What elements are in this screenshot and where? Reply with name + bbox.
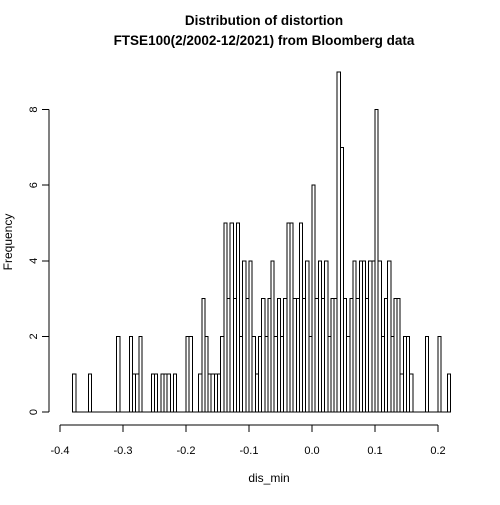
bars-group [72, 71, 452, 413]
x-axis: -0.4 -0.3 -0.2 -0.1 0.0 0.1 0.2 [51, 424, 446, 457]
histogram-bar [116, 335, 121, 413]
histogram-bar [437, 335, 442, 413]
histogram-bar [154, 373, 159, 413]
histogram-bar [235, 222, 241, 413]
histogram-bar [446, 373, 452, 413]
x-axis-label: dis_min [248, 471, 289, 485]
histogram-bar [72, 373, 77, 413]
histogram-bar [339, 146, 345, 413]
histogram-bar [138, 335, 143, 413]
histogram-bar [172, 373, 178, 413]
x-tick-label: 0.1 [367, 445, 382, 457]
histogram-bar [166, 373, 171, 413]
histogram-bar [188, 335, 193, 413]
y-axis-label: Frequency [1, 214, 15, 271]
y-axis: 0 2 4 6 8 [28, 107, 50, 415]
x-tick-label: -0.1 [240, 445, 259, 457]
x-tick-label: -0.4 [51, 445, 70, 457]
histogram-bar [396, 298, 401, 413]
histogram-bar [87, 373, 92, 413]
y-tick-label: 0 [28, 409, 40, 415]
chart-title: Distribution of distortion [185, 13, 343, 28]
x-tick-label: 0.2 [430, 445, 445, 457]
histogram-bar [409, 373, 414, 413]
chart-subtitle: FTSE100(2/2002-12/2021) from Bloomberg d… [114, 33, 415, 48]
x-tick-label: -0.2 [177, 445, 196, 457]
x-tick-label: 0.0 [304, 445, 319, 457]
x-tick-label: -0.3 [114, 445, 133, 457]
y-tick-label: 4 [28, 258, 40, 264]
histogram-bar [424, 335, 430, 413]
y-tick-label: 6 [28, 182, 40, 188]
y-tick-label: 2 [28, 333, 40, 339]
y-tick-label: 8 [28, 107, 40, 113]
